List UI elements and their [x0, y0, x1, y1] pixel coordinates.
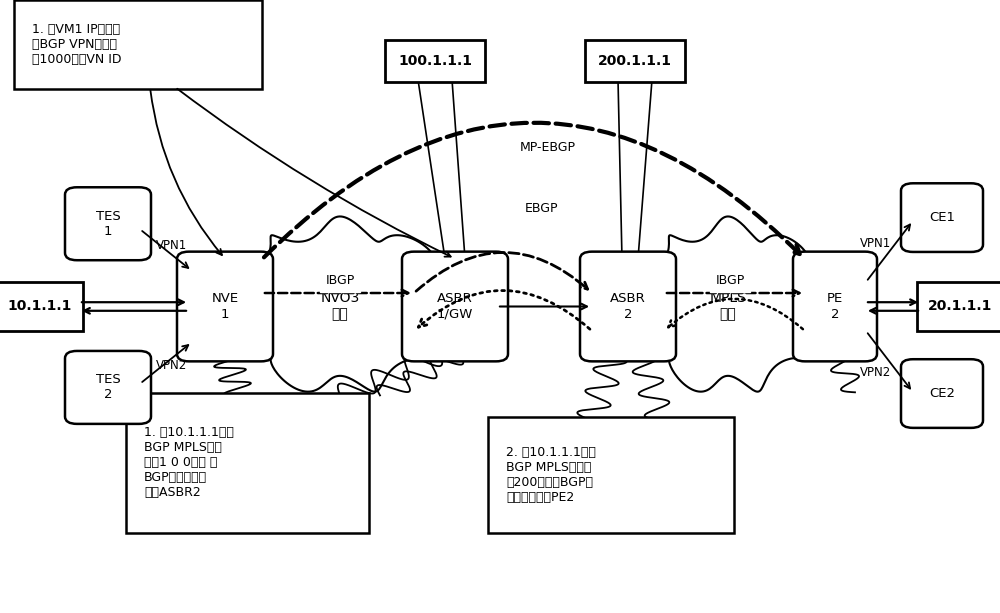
- Text: MPLS
网络: MPLS 网络: [710, 291, 746, 322]
- Text: 10.1.1.1: 10.1.1.1: [8, 300, 72, 313]
- FancyBboxPatch shape: [65, 188, 151, 260]
- FancyBboxPatch shape: [901, 183, 983, 252]
- Text: TES
1: TES 1: [96, 210, 120, 238]
- Text: 200.1.1.1: 200.1.1.1: [598, 55, 672, 68]
- FancyBboxPatch shape: [65, 351, 151, 424]
- FancyBboxPatch shape: [385, 40, 485, 82]
- FancyBboxPatch shape: [402, 252, 508, 362]
- FancyBboxPatch shape: [585, 40, 685, 82]
- Text: IBGP: IBGP: [715, 273, 745, 287]
- Text: CE1: CE1: [929, 211, 955, 224]
- FancyBboxPatch shape: [793, 252, 877, 362]
- Text: IBGP: IBGP: [325, 273, 355, 287]
- Text: PE
2: PE 2: [827, 292, 843, 321]
- Text: 20.1.1.1: 20.1.1.1: [928, 300, 992, 313]
- Text: MP-EBGP: MP-EBGP: [520, 140, 576, 154]
- Text: VPN1: VPN1: [156, 238, 188, 252]
- Text: VPN2: VPN2: [860, 365, 892, 379]
- Text: TES
2: TES 2: [96, 373, 120, 402]
- FancyBboxPatch shape: [0, 282, 83, 331]
- Text: ASBR
1/GW: ASBR 1/GW: [437, 292, 473, 321]
- FancyBboxPatch shape: [126, 393, 369, 533]
- FancyBboxPatch shape: [488, 417, 734, 533]
- FancyBboxPatch shape: [177, 252, 273, 362]
- Text: NVE
1: NVE 1: [211, 292, 239, 321]
- Text: 100.1.1.1: 100.1.1.1: [398, 55, 472, 68]
- Text: 1. 为10.1.1.1分配
BGP MPLS公网
标煱1 0 0，通 过
BGP标签路由通
告给ASBR2: 1. 为10.1.1.1分配 BGP MPLS公网 标煱1 0 0，通 过 BG…: [144, 426, 234, 500]
- Polygon shape: [225, 216, 462, 392]
- Text: VPN2: VPN2: [156, 359, 188, 373]
- Text: VPN1: VPN1: [860, 237, 892, 250]
- Text: ASBR
2: ASBR 2: [610, 292, 646, 321]
- Text: EBGP: EBGP: [525, 202, 559, 215]
- FancyBboxPatch shape: [14, 0, 262, 89]
- Text: 1. 为VM1 IP地址分
配BGP VPN私网标
煱1000，即VN ID: 1. 为VM1 IP地址分 配BGP VPN私网标 煱1000，即VN ID: [32, 23, 122, 66]
- Text: 2. 为10.1.1.1分配
BGP MPLS公网标
签200，通过BGP标
签路由通告给PE2: 2. 为10.1.1.1分配 BGP MPLS公网标 签200，通过BGP标 签…: [506, 446, 596, 504]
- Polygon shape: [630, 216, 832, 392]
- FancyBboxPatch shape: [901, 359, 983, 428]
- FancyBboxPatch shape: [580, 252, 676, 362]
- Text: CE2: CE2: [929, 387, 955, 400]
- Text: NVO3
网络: NVO3 网络: [320, 291, 360, 322]
- FancyBboxPatch shape: [917, 282, 1000, 331]
